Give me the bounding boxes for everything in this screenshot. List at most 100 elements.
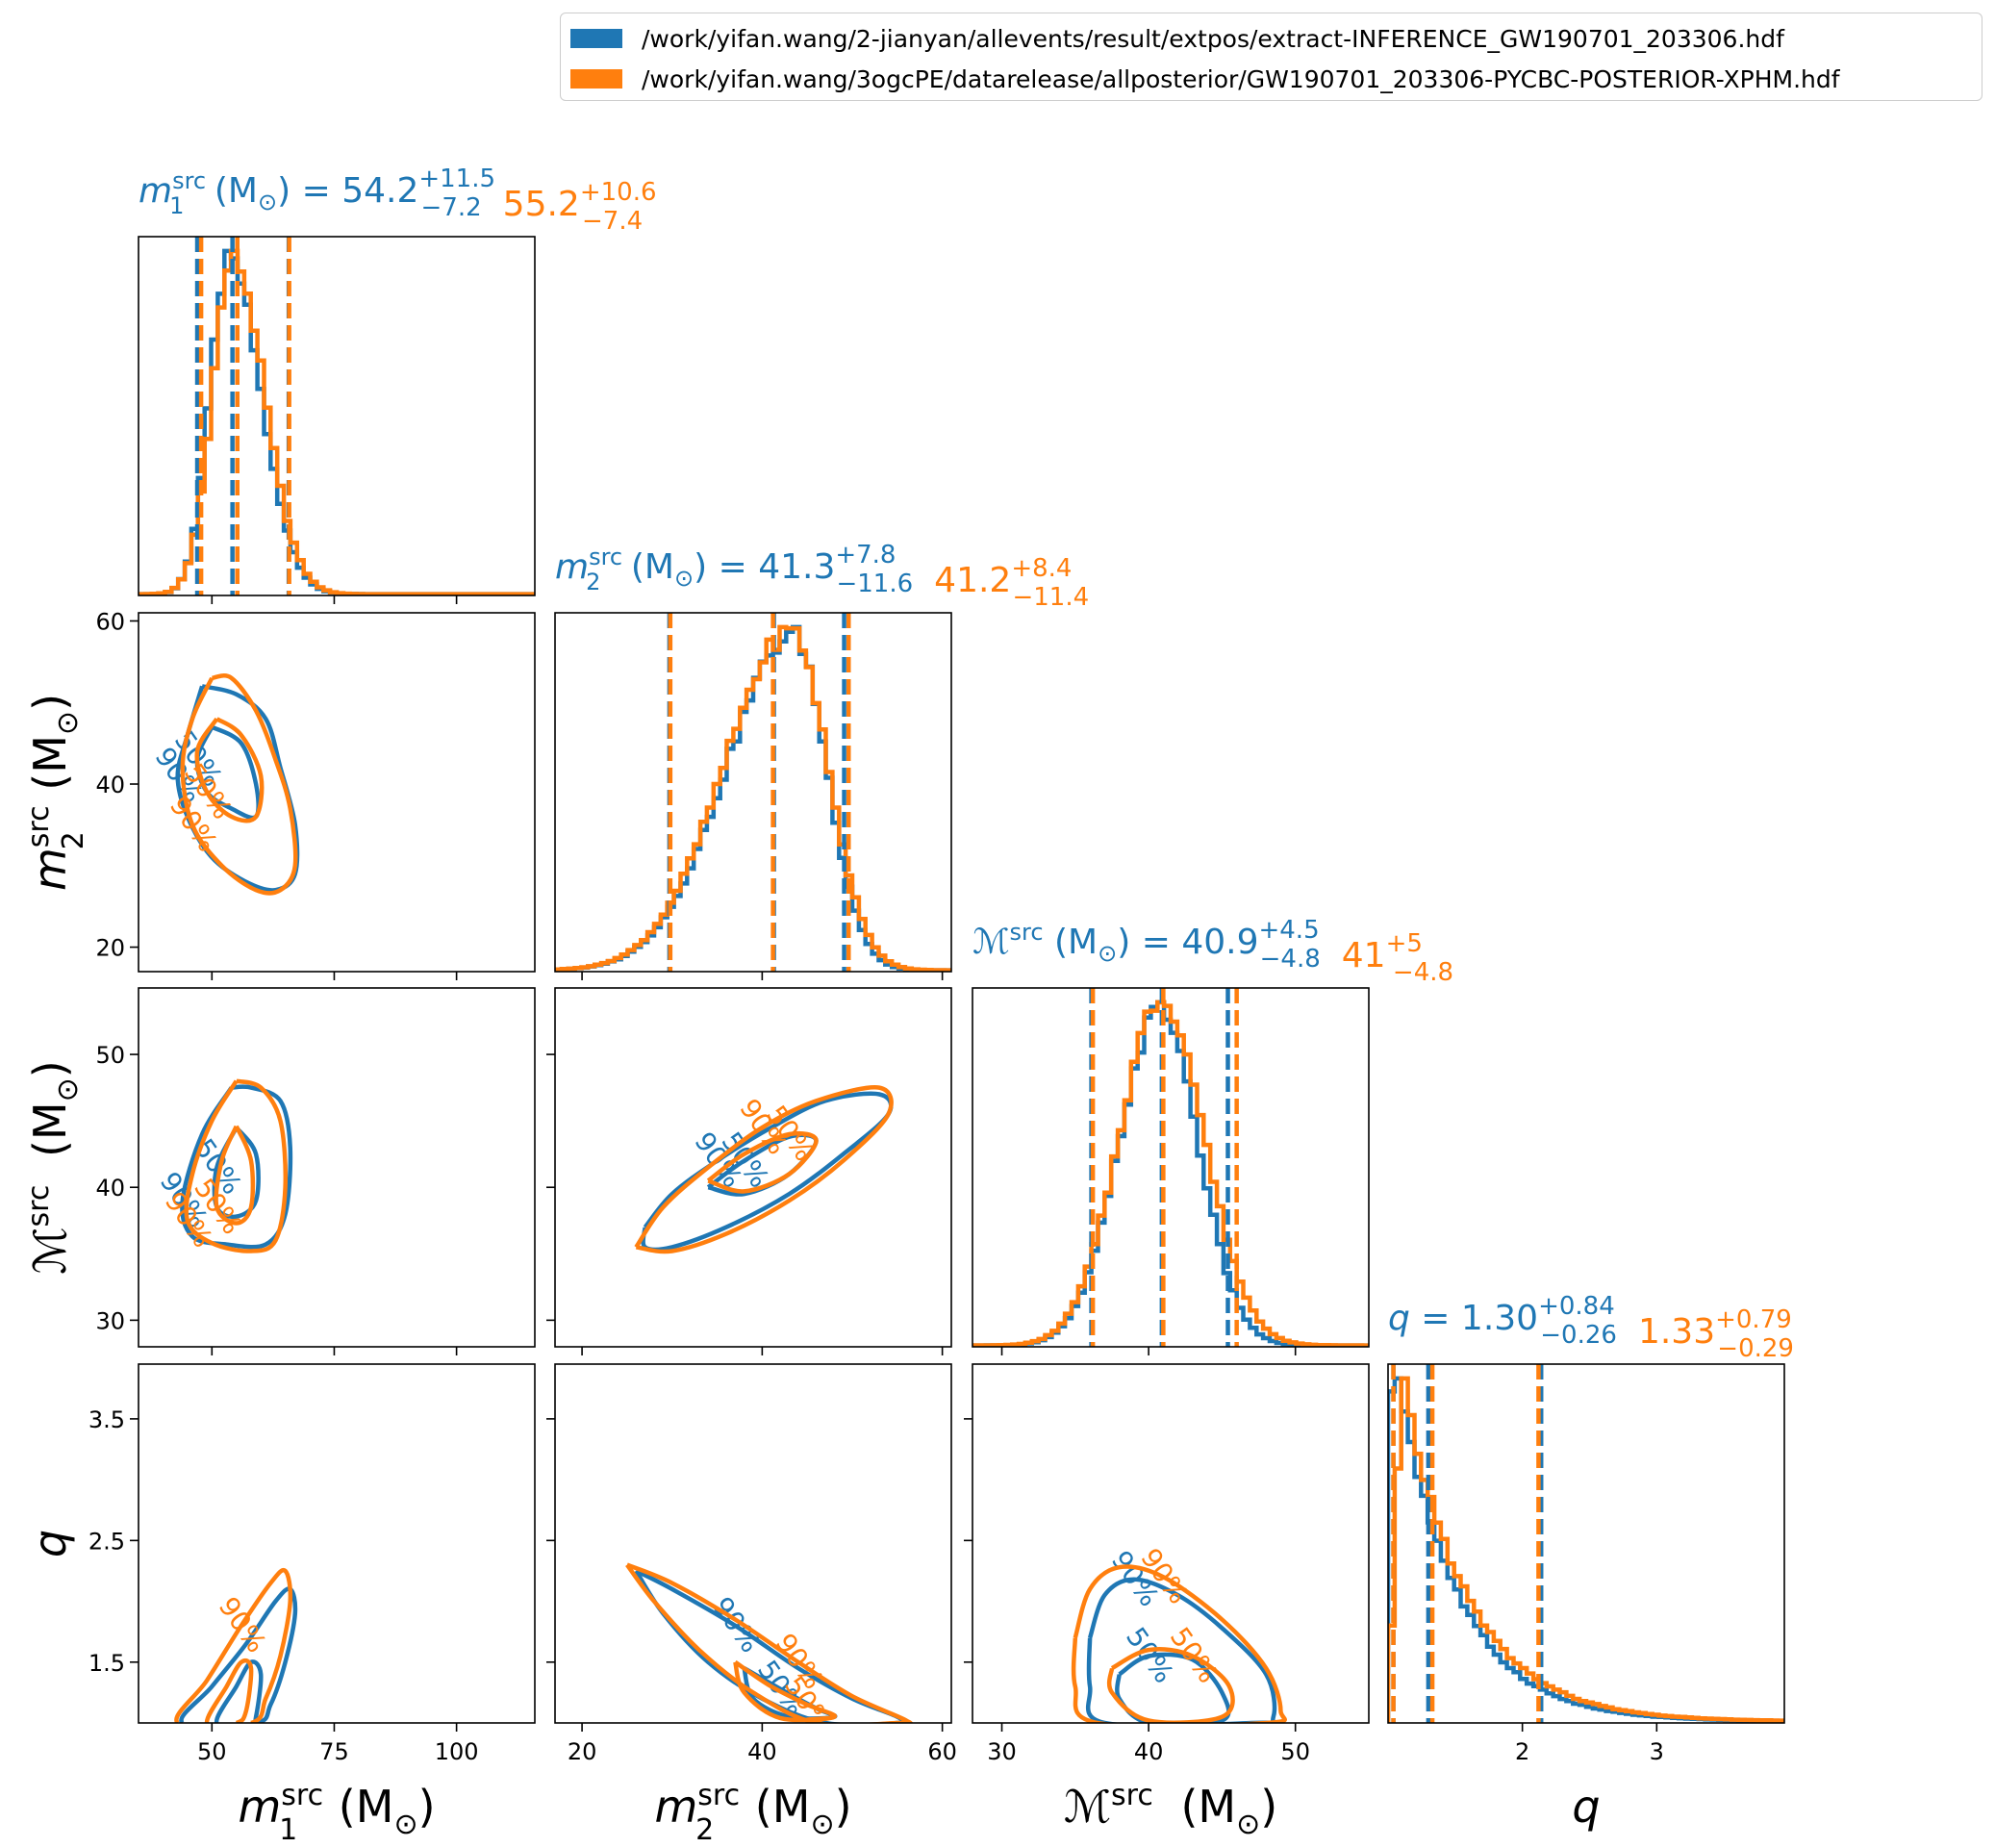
x-tick-label: 2 bbox=[1515, 1738, 1529, 1765]
hist-line-orange bbox=[555, 624, 951, 972]
title-unit-sub: ⊙ bbox=[1098, 940, 1117, 967]
title-minus-blue: −11.6 bbox=[836, 570, 913, 598]
legend-swatch-orange bbox=[570, 69, 622, 89]
legend: /work/yifan.wang/2-jianyan/allevents/res… bbox=[560, 13, 1982, 101]
title-unit: (M bbox=[1044, 923, 1099, 962]
title-minus-blue: −0.26 bbox=[1540, 1321, 1617, 1350]
hist-line-blue bbox=[972, 1000, 1369, 1347]
title-sup: src bbox=[1010, 919, 1044, 946]
title-value-orange: 55.2 bbox=[503, 185, 580, 224]
contour-m1-mc: 50%90%50%90% bbox=[154, 1078, 293, 1253]
contour-c50-blue bbox=[215, 1659, 264, 1723]
contour-c50-orange bbox=[214, 1125, 256, 1226]
label-unit-close: ) bbox=[24, 694, 76, 711]
legend-label-blue: /work/yifan.wang/2-jianyan/allevents/res… bbox=[642, 24, 1784, 53]
y-tick-label: 1.5 bbox=[88, 1650, 125, 1677]
x-tick-label: 50 bbox=[1280, 1738, 1310, 1765]
contour-c50-orange bbox=[204, 1658, 254, 1723]
contour-mc-q: 50%90%50%90% bbox=[1071, 1542, 1287, 1723]
title-symbol: ℳ bbox=[972, 923, 1010, 962]
contour-c50-orange bbox=[733, 1659, 838, 1723]
x-tick-label: 20 bbox=[568, 1738, 597, 1765]
legend-label-orange: /work/yifan.wang/3ogcPE/datarelease/allp… bbox=[642, 64, 1840, 93]
title-plus-orange: +5 bbox=[1386, 929, 1423, 958]
y-axis-label-m2: msrc2 (M⊙) bbox=[22, 694, 90, 891]
title-plus-blue: +7.8 bbox=[835, 541, 896, 570]
title-plus-blue: +0.84 bbox=[1538, 1292, 1615, 1321]
label-unit: (M bbox=[1167, 1781, 1236, 1833]
title-value-blue: 41.3 bbox=[758, 547, 835, 587]
title-q: q = 1.30+0.84 −0.26 1.33+0.79 −0.29 bbox=[1388, 1292, 1794, 1363]
contour-c90-blue bbox=[1086, 1577, 1277, 1723]
contour-c90-blue bbox=[180, 1084, 293, 1250]
label-unit: (M bbox=[24, 1101, 76, 1171]
y-axis-label-group-mc: ℳsrc (M⊙) bbox=[22, 1060, 85, 1274]
x-axis-label-mc: ℳsrc (M⊙) bbox=[1064, 1779, 1277, 1841]
title-value-blue: 1.30 bbox=[1461, 1299, 1538, 1338]
x-tick-label: 3 bbox=[1650, 1738, 1664, 1765]
title-minus-orange: −4.8 bbox=[1393, 958, 1453, 987]
label-sub: 1 bbox=[279, 1813, 297, 1847]
hist-q bbox=[1388, 1364, 1784, 1723]
label-symbol: q bbox=[1572, 1781, 1600, 1833]
y-axis-label-group-m2: msrc2 (M⊙) bbox=[22, 694, 90, 891]
label-symbol: m bbox=[238, 1781, 281, 1833]
title-plus-orange: +10.6 bbox=[580, 178, 657, 207]
y-axis-label-q: q bbox=[24, 1530, 76, 1557]
label-unit: (M bbox=[741, 1781, 810, 1833]
x-tick-label: 30 bbox=[987, 1738, 1017, 1765]
title-value-orange: 41.2 bbox=[934, 561, 1011, 600]
label-unit: (M bbox=[324, 1781, 393, 1833]
legend-item-orange: /work/yifan.wang/3ogcPE/datarelease/allp… bbox=[568, 63, 1840, 94]
panel-frame-2-1 bbox=[554, 987, 952, 1348]
label-sup: src bbox=[697, 1779, 740, 1812]
label-unit-close: ) bbox=[24, 1060, 76, 1077]
label-symbol: q bbox=[24, 1530, 76, 1557]
label-sup: src bbox=[22, 1185, 56, 1228]
hist-line-orange bbox=[1388, 1376, 1784, 1723]
contour-c90-orange bbox=[174, 1567, 293, 1723]
title-minus-blue: −7.2 bbox=[421, 193, 482, 222]
title-value-blue: 54.2 bbox=[341, 171, 418, 211]
hist-line-orange bbox=[139, 248, 535, 595]
y-axis-label-group-q: q bbox=[24, 1530, 76, 1557]
hist-m2 bbox=[555, 613, 951, 972]
title-m1: msrc 1 (M⊙) = 54.2+11.5 −7.2 55.2+10.6 −7.4 bbox=[139, 165, 657, 236]
x-tick-label: 50 bbox=[197, 1738, 227, 1765]
contour-c50-orange bbox=[194, 717, 265, 823]
y-tick-label: 40 bbox=[95, 772, 125, 798]
x-tick-label: 60 bbox=[927, 1738, 957, 1765]
label-sub: 2 bbox=[57, 831, 90, 849]
panel-frame-3-3 bbox=[1387, 1363, 1785, 1724]
title-sup: src bbox=[172, 167, 206, 194]
y-tick-label: 40 bbox=[95, 1175, 125, 1202]
legend-item-blue: /work/yifan.wang/2-jianyan/allevents/res… bbox=[568, 23, 1784, 54]
contour-c50-blue bbox=[212, 1126, 261, 1220]
title-mc: ℳsrc (M⊙) = 40.9+4.5 −4.8 41+5 −4.8 bbox=[972, 916, 1453, 987]
label-sup: src bbox=[1111, 1779, 1153, 1812]
contour-m1-m2: 50%90%50%90% bbox=[149, 673, 300, 896]
contour-c90-orange bbox=[625, 1562, 913, 1723]
title-unit-close: ) = bbox=[277, 171, 341, 211]
label-sub: 2 bbox=[695, 1813, 714, 1847]
panel-frame-1-0 bbox=[138, 612, 536, 973]
contour-m2-q: 50%90%50%90% bbox=[625, 1562, 913, 1723]
title-minus-orange: −7.4 bbox=[582, 207, 643, 236]
title-value-orange: 41 bbox=[1342, 936, 1386, 975]
title-minus-orange: −0.29 bbox=[1717, 1334, 1794, 1363]
panel-frame-3-0 bbox=[138, 1363, 536, 1724]
title-value-blue: 40.9 bbox=[1181, 923, 1258, 962]
label-unit-close: ) bbox=[835, 1781, 852, 1833]
label-symbol: ℳ bbox=[24, 1227, 76, 1274]
y-tick-label: 20 bbox=[95, 935, 125, 962]
x-axis-label-m2: msrc 2 (M⊙) bbox=[654, 1779, 851, 1847]
title-unit: (M bbox=[619, 547, 674, 587]
title-unit-sub: ⊙ bbox=[674, 565, 694, 592]
hist-mc bbox=[972, 988, 1369, 1347]
label-unit-close: ) bbox=[1260, 1781, 1277, 1833]
title-unit-close: ) = bbox=[1117, 923, 1181, 962]
contour-c90-orange bbox=[634, 1084, 894, 1254]
label-symbol: ℳ bbox=[1064, 1781, 1111, 1833]
title-symbol: m bbox=[555, 547, 589, 587]
